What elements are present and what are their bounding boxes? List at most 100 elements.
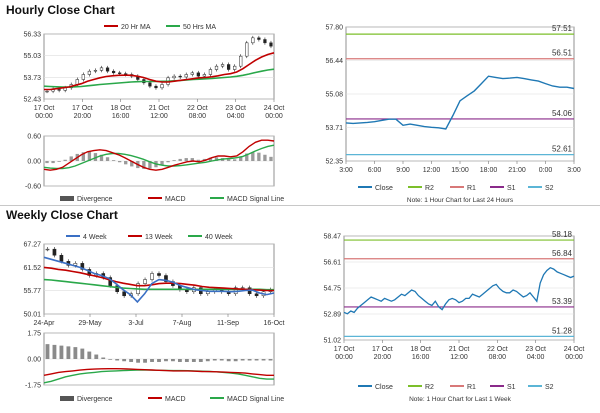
hourly-price-x-tick-label: 00:00	[35, 113, 53, 120]
weekly-price-candle	[45, 248, 50, 251]
hourly-price-x-tick-label: 17 Oct	[72, 105, 93, 112]
weekly-macd-divergence-bar	[268, 359, 273, 361]
weekly-daily-close-line	[343, 266, 575, 315]
hourly-price-candle	[233, 65, 237, 70]
hourly-price-candle	[239, 55, 243, 67]
hourly-24h-legend-label: Close	[375, 185, 393, 192]
weekly-macd-divergence-bar	[108, 359, 113, 360]
weekly-macd-divergence-bar	[226, 359, 231, 362]
weekly-daily-x-tick-label: 08:00	[489, 354, 507, 361]
hourly-price-x-tick-label: 21 Oct	[149, 105, 170, 112]
weekly-daily-x-tick-label: 22 Oct	[487, 346, 508, 353]
weekly-price-y-tick-label: 50.01	[23, 312, 41, 319]
weekly-daily-x-tick-label: 23 Oct	[525, 346, 546, 353]
hourly-macd-legend-label: MACD Signal Line	[227, 196, 284, 203]
hourly-24h-legend-label: R1	[467, 185, 476, 192]
weekly-daily-x-tick-label: 00:00	[565, 354, 583, 361]
weekly-macd-divergence-bar	[240, 359, 245, 361]
hourly-macd-divergence-bar	[130, 161, 134, 167]
weekly-daily-legend-label: S2	[545, 384, 554, 391]
weekly-price-candle	[143, 279, 147, 284]
weekly-price-candle	[254, 293, 259, 297]
section-divider	[0, 205, 600, 206]
weekly-daily-x-tick-label: 21 Oct	[449, 346, 470, 353]
hourly-24h-y-tick-label: 52.35	[325, 159, 343, 166]
hourly-price-x-tick-label: 17 Oct	[34, 105, 55, 112]
weekly-macd-divergence-bar	[129, 359, 134, 362]
hourly-24h-level-label: 57.51	[552, 24, 573, 33]
hourly-macd-divergence-bar	[245, 153, 249, 161]
hourly-price-x-tick-label: 22 Oct	[187, 105, 208, 112]
weekly-macd-y-tick-label: 1.75	[27, 331, 41, 338]
hourly-macd-divergence-bar	[63, 159, 67, 161]
weekly-price-ma4-line	[43, 256, 275, 304]
hourly-macd-divergence-bar	[142, 161, 146, 169]
weekly-macd-divergence-bar	[219, 359, 224, 361]
weekly-macd-divergence-bar	[191, 359, 196, 362]
weekly-daily-x-tick-label: 16:00	[412, 354, 430, 361]
hourly-macd-divergence-bar	[69, 156, 73, 161]
hourly-macd-divergence-bar	[99, 154, 104, 161]
weekly-daily-level-label: 53.39	[552, 297, 573, 306]
hourly-24h-level-label: 54.06	[552, 109, 573, 118]
hourly-price-candle	[105, 67, 110, 72]
hourly-macd-divergence-bar	[184, 158, 188, 161]
weekly-macd-divergence-bar	[177, 359, 182, 362]
hourly-price-candle	[118, 72, 122, 74]
hourly-price-candle	[214, 65, 219, 70]
hourly-24h-legend-label: S1	[507, 185, 516, 192]
weekly-macd-divergence-bar	[52, 344, 57, 359]
weekly-price-x-tick-label: 3-Jul	[128, 320, 144, 327]
hourly-price-x-tick-label: 12:00	[150, 113, 168, 120]
hourly-macd-divergence-bar	[160, 161, 164, 166]
hourly-price-candle	[81, 74, 85, 80]
weekly-daily-x-tick-label: 17 Oct	[372, 346, 393, 353]
weekly-macd-divergence-bar	[136, 359, 141, 363]
hourly-price-x-tick-label: 20:00	[74, 113, 92, 120]
weekly-macd-legend-label: Divergence	[77, 396, 113, 403]
weekly-price-x-tick-label: 29-May	[78, 320, 102, 327]
weekly-price-ma13-line	[43, 266, 274, 292]
weekly-macd-divergence-bar	[122, 359, 127, 362]
weekly-price-y-tick-label: 67.27	[23, 242, 41, 249]
hourly-macd-y-tick-label: 0.60	[27, 134, 41, 141]
hourly-price-y-tick-label: 55.03	[23, 53, 41, 60]
hourly-price-x-tick-label: 16:00	[112, 113, 130, 120]
weekly-macd-divergence-bar	[261, 359, 266, 361]
hourly-price-candle	[178, 75, 182, 78]
weekly-price-candle	[59, 254, 64, 262]
hourly-24h-x-tick-label: 6:00	[368, 167, 382, 174]
weekly-daily-level-label: 51.28	[552, 326, 573, 335]
weekly-daily-x-tick-label: 17 Oct	[334, 346, 355, 353]
hourly-price-candle	[172, 75, 176, 79]
weekly-price-legend-label: 4 Week	[83, 234, 107, 241]
weekly-section-title: Weekly Close Chart	[6, 208, 118, 222]
hourly-price-candle	[208, 69, 213, 75]
weekly-macd-divergence-bar	[233, 359, 238, 362]
weekly-price-candle	[150, 273, 154, 280]
weekly-price-y-tick-label: 55.77	[23, 288, 41, 295]
hourly-price-candle	[226, 64, 231, 70]
weekly-macd-divergence-bar	[205, 359, 210, 362]
hourly-price-x-tick-label: 23 Oct	[225, 105, 246, 112]
hourly-24h-close-line	[345, 75, 575, 130]
hourly-24h-level-label: 56.51	[552, 49, 573, 58]
weekly-price-legend-label: 40 Week	[205, 234, 233, 241]
weekly-macd-divergence-bar	[101, 357, 106, 359]
hourly-macd-legend-label: Divergence	[77, 196, 113, 203]
hourly-macd-divergence-bar	[45, 161, 49, 164]
hourly-price-y-tick-label: 56.33	[23, 32, 41, 39]
hourly-price-candle	[184, 74, 188, 78]
hourly-price-candle	[220, 64, 225, 67]
weekly-daily-y-tick-label: 54.75	[323, 286, 341, 293]
hourly-price-candle	[190, 72, 194, 75]
hourly-24h-y-tick-label: 55.08	[325, 92, 343, 99]
weekly-daily-x-tick-label: 12:00	[450, 354, 468, 361]
weekly-macd-divergence-bar	[247, 359, 252, 361]
weekly-macd-divergence-bar	[164, 359, 168, 362]
hourly-24h-legend-label: R2	[425, 185, 434, 192]
hourly-price-candle	[269, 42, 273, 47]
weekly-macd-divergence-bar	[143, 359, 147, 363]
weekly-price-x-tick-label: 11-Sep	[217, 320, 239, 327]
hourly-macd-divergence-bar	[124, 161, 128, 165]
